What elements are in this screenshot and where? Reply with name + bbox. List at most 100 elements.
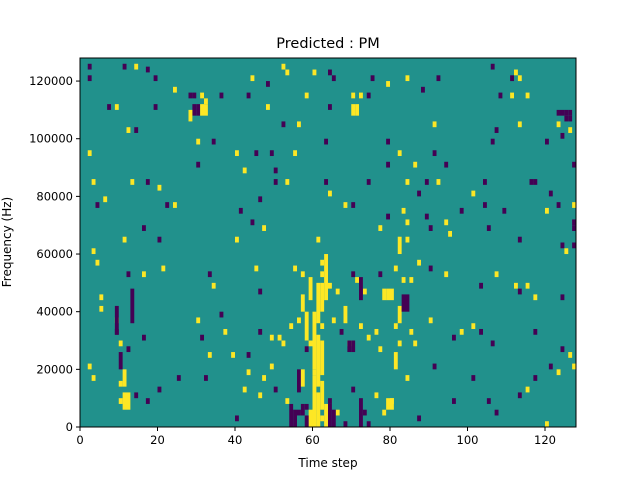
heatmap-cell xyxy=(320,271,325,278)
heatmap-segment xyxy=(200,104,205,116)
heatmap-cell xyxy=(293,265,298,272)
heatmap-cell xyxy=(556,369,561,376)
heatmap-segment xyxy=(382,288,387,301)
heatmap-segment xyxy=(304,415,309,427)
heatmap-cell xyxy=(572,161,577,168)
heatmap-background xyxy=(80,58,576,427)
heatmap-cell xyxy=(533,294,538,301)
heatmap-cell xyxy=(448,230,453,237)
heatmap-segment xyxy=(351,340,356,353)
heatmap-cell xyxy=(114,104,119,110)
heatmap-cell xyxy=(564,115,569,122)
heatmap-cell xyxy=(556,109,561,116)
heatmap-cell xyxy=(145,66,150,73)
heatmap-cell xyxy=(273,386,278,393)
heatmap-cell xyxy=(219,92,224,99)
heatmap-segment xyxy=(320,340,325,376)
heatmap-cell xyxy=(409,328,414,335)
heatmap-cell xyxy=(556,202,561,208)
heatmap-cell xyxy=(533,328,538,335)
heatmap-cell xyxy=(366,92,371,99)
x-tick-label: 40 xyxy=(228,433,243,447)
heatmap-cell xyxy=(351,202,356,208)
heatmap-cell xyxy=(378,271,383,278)
heatmap-segment xyxy=(312,311,317,370)
heatmap-cell xyxy=(393,265,398,272)
heatmap-cell xyxy=(568,127,573,133)
heatmap-cell xyxy=(397,150,402,157)
heatmap-cell xyxy=(397,340,402,347)
heatmap-cell xyxy=(494,271,499,278)
heatmap-cell xyxy=(510,75,515,82)
heatmap-cell xyxy=(525,92,530,99)
heatmap-cell xyxy=(568,352,573,358)
heatmap-cell xyxy=(281,340,286,347)
heatmap-cell xyxy=(483,202,487,208)
heatmap-segment xyxy=(192,104,197,116)
heatmap-cell xyxy=(196,138,201,145)
heatmap-cell xyxy=(405,75,410,82)
heatmap-cell xyxy=(479,328,484,335)
heatmap-segment xyxy=(316,334,321,387)
heatmap-cell xyxy=(362,409,367,416)
x-tick-label: 80 xyxy=(383,433,398,447)
heatmap-cell xyxy=(545,207,549,214)
heatmap-cell xyxy=(126,127,131,133)
heatmap-cell xyxy=(452,398,456,404)
heatmap-cell xyxy=(297,121,301,128)
heatmap-cell xyxy=(556,121,561,128)
heatmap-cell xyxy=(285,179,290,185)
heatmap-cell xyxy=(328,104,332,110)
heatmap-cell xyxy=(99,294,104,301)
heatmap-cell xyxy=(339,328,344,335)
heatmap-cell xyxy=(269,150,274,157)
heatmap-segment xyxy=(316,392,321,427)
heatmap-cell xyxy=(359,323,363,329)
heatmap-cell xyxy=(366,334,371,341)
y-tick-label: 20000 xyxy=(36,362,73,376)
heatmap-cell xyxy=(459,328,464,335)
heatmap-cell xyxy=(130,179,135,185)
heatmap-cell xyxy=(548,363,553,370)
heatmap-cell xyxy=(436,179,441,185)
heatmap-cell xyxy=(223,328,228,335)
heatmap-segment xyxy=(401,294,406,312)
heatmap-segment xyxy=(351,104,356,116)
heatmap-segment xyxy=(320,282,325,312)
heatmap-cell xyxy=(145,179,150,185)
heatmap-cell xyxy=(452,334,456,341)
heatmap-cell xyxy=(405,375,410,381)
heatmap-cell xyxy=(490,63,495,70)
heatmap-cell xyxy=(238,207,243,214)
heatmap-cell xyxy=(572,202,577,208)
heatmap-cell xyxy=(417,190,422,197)
heatmap-cell xyxy=(204,98,208,105)
heatmap-cell xyxy=(328,190,332,197)
heatmap-cell xyxy=(269,334,274,341)
heatmap-cell xyxy=(308,340,313,347)
heatmap-segment xyxy=(359,398,363,427)
heatmap-segment xyxy=(114,305,119,335)
heatmap-cell xyxy=(545,138,549,145)
heatmap-cell xyxy=(258,392,263,399)
heatmap-cell xyxy=(428,317,433,324)
heatmap-cell xyxy=(157,386,162,393)
heatmap-cell xyxy=(545,421,549,427)
heatmap-cell xyxy=(405,179,410,185)
heatmap-cell xyxy=(312,69,317,76)
heatmap-cell xyxy=(343,421,348,427)
heatmap-cell xyxy=(246,92,251,99)
heatmap-cell xyxy=(560,346,565,353)
heatmap-cell xyxy=(254,150,259,157)
heatmap-cell xyxy=(525,282,530,289)
x-tick-label: 0 xyxy=(76,433,83,447)
heatmap-cell xyxy=(258,196,263,203)
heatmap-cell xyxy=(498,92,503,99)
heatmap-cell xyxy=(517,236,522,243)
heatmap-cell xyxy=(262,225,267,231)
heatmap-cell xyxy=(200,92,205,99)
heatmap-cell xyxy=(188,92,193,99)
heatmap-cell xyxy=(444,271,449,278)
heatmap-cell xyxy=(103,196,108,203)
heatmap-cell xyxy=(211,138,216,145)
